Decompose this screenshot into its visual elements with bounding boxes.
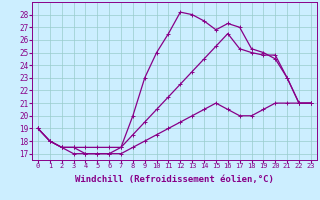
X-axis label: Windchill (Refroidissement éolien,°C): Windchill (Refroidissement éolien,°C)	[75, 175, 274, 184]
